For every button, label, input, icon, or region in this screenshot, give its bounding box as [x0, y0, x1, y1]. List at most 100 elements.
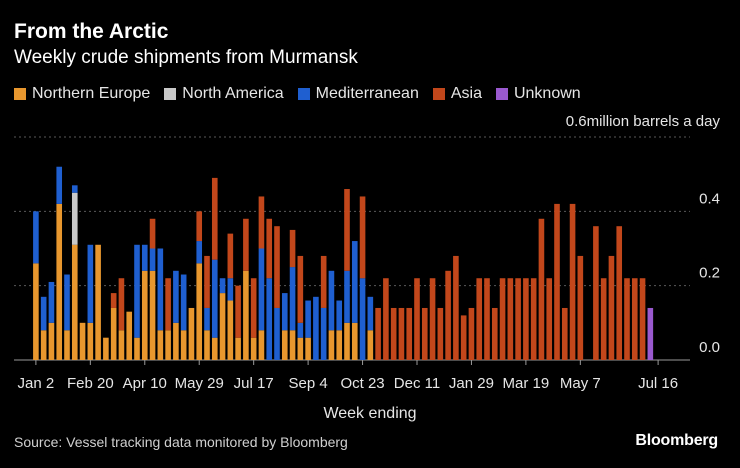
bar-northern-europe — [157, 330, 164, 360]
bar-mediterranean — [64, 274, 70, 331]
x-tick-label: Mar 19 — [503, 375, 550, 392]
bar-unknown — [647, 307, 654, 360]
bar-asia — [561, 307, 568, 360]
bar-asia — [211, 177, 218, 260]
bar-asia — [320, 255, 327, 308]
bar-asia — [289, 229, 296, 268]
bar-asia — [624, 278, 630, 360]
x-tick-label: Dec 11 — [394, 375, 440, 392]
bar-asia — [398, 307, 405, 360]
source-note: Source: Vessel tracking data monitored b… — [14, 434, 348, 450]
bar-asia — [476, 278, 483, 360]
bar-mediterranean — [227, 278, 234, 301]
bar-asia — [250, 278, 257, 338]
bar-northern-europe — [64, 330, 70, 360]
legend-swatch-mediterranean — [297, 88, 310, 100]
bar-asia — [453, 255, 459, 360]
bar-asia — [491, 307, 498, 360]
bar-northern-europe — [227, 300, 234, 360]
bar-asia — [538, 218, 545, 360]
bar-northern-europe — [336, 330, 343, 360]
x-tick-label: Sep 4 — [289, 375, 328, 392]
x-axis-label: Week ending — [323, 405, 416, 422]
bar-asia — [499, 278, 506, 360]
bar-asia — [235, 285, 241, 338]
legend-label-unknown: Unknown — [513, 85, 581, 102]
bar-asia — [110, 293, 117, 308]
bar-mediterranean — [141, 244, 148, 271]
legend-label-asia: Asia — [450, 85, 482, 102]
legend-item-mediterranean: Mediterranean — [297, 85, 419, 103]
bar-asia — [569, 203, 576, 360]
bar-asia — [593, 226, 599, 360]
legend-item-unknown: Unknown — [495, 85, 581, 103]
bar-mediterranean — [173, 270, 179, 323]
bar-asia — [149, 218, 156, 249]
bar-northern-europe — [243, 270, 249, 360]
bar-asia — [523, 278, 529, 360]
bar-northern-europe — [103, 337, 109, 360]
bar-mediterranean — [196, 241, 203, 264]
bar-northern-europe — [367, 330, 374, 360]
bar-northern-europe — [56, 203, 63, 360]
bar-asia — [414, 278, 420, 360]
y-tick-label: 0.0 — [699, 339, 720, 356]
bar-northern-europe — [40, 330, 47, 360]
bar-mediterranean — [297, 322, 304, 338]
legend-item-asia: Asia — [432, 85, 482, 103]
bar-asia — [616, 226, 623, 360]
bar-northern-europe — [188, 307, 195, 360]
bar-asia — [196, 211, 203, 242]
bar-mediterranean — [289, 267, 296, 331]
legend-label-north-america: North America — [182, 85, 284, 102]
bar-northern-europe — [258, 330, 265, 360]
bar-northern-europe — [141, 270, 148, 360]
bar-asia — [639, 278, 646, 360]
legend-item-northern-europe: Northern Europe — [14, 85, 150, 103]
bar-asia — [484, 278, 490, 360]
bar-asia — [546, 278, 553, 360]
legend-swatch-north-america — [164, 88, 177, 100]
bar-northern-europe — [149, 270, 156, 360]
bar-mediterranean — [274, 307, 280, 360]
bar-asia — [204, 255, 210, 308]
bar-mediterranean — [71, 185, 78, 193]
bar-asia — [383, 278, 389, 360]
bar-asia — [118, 278, 125, 331]
bar-mediterranean — [40, 296, 47, 331]
bar-asia — [515, 278, 521, 360]
bar-mediterranean — [134, 244, 140, 338]
legend-swatch-northern-europe — [14, 88, 26, 100]
chart-title: From the Arctic — [14, 20, 169, 43]
bar-northern-europe — [351, 322, 358, 360]
bar-northern-europe — [110, 307, 117, 360]
bar-asia — [460, 315, 467, 360]
bar-northern-europe — [297, 337, 304, 360]
bar-northern-europe — [79, 322, 86, 360]
bar-mediterranean — [266, 278, 273, 360]
bar-mediterranean — [204, 307, 210, 331]
y-axis-ticks: 0.0 0.2 0.4 — [699, 190, 720, 356]
legend-label-mediterranean: Mediterranean — [315, 85, 419, 102]
bar-asia — [390, 307, 397, 360]
bars — [33, 166, 654, 360]
legend-label-northern-europe: Northern Europe — [32, 85, 151, 102]
bar-asia — [266, 218, 273, 279]
bar-asia — [274, 226, 280, 308]
bar-northern-europe — [48, 322, 55, 360]
bar-mediterranean — [56, 166, 63, 204]
y-axis-unit-label: 0.6million barrels a day — [566, 113, 721, 130]
bar-asia — [507, 278, 514, 360]
bar-northern-europe — [196, 263, 203, 360]
bar-mediterranean — [336, 300, 343, 331]
bar-mediterranean — [328, 270, 335, 331]
bar-northern-europe — [344, 322, 350, 360]
bar-asia — [227, 233, 234, 279]
bar-northern-europe — [165, 330, 171, 360]
bar-northern-europe — [87, 322, 94, 360]
bar-asia — [437, 307, 444, 360]
bar-northern-europe — [211, 337, 218, 360]
bar-northern-europe — [281, 330, 288, 360]
legend: Northern Europe North America Mediterran… — [14, 85, 581, 103]
bar-northern-europe — [71, 244, 78, 360]
